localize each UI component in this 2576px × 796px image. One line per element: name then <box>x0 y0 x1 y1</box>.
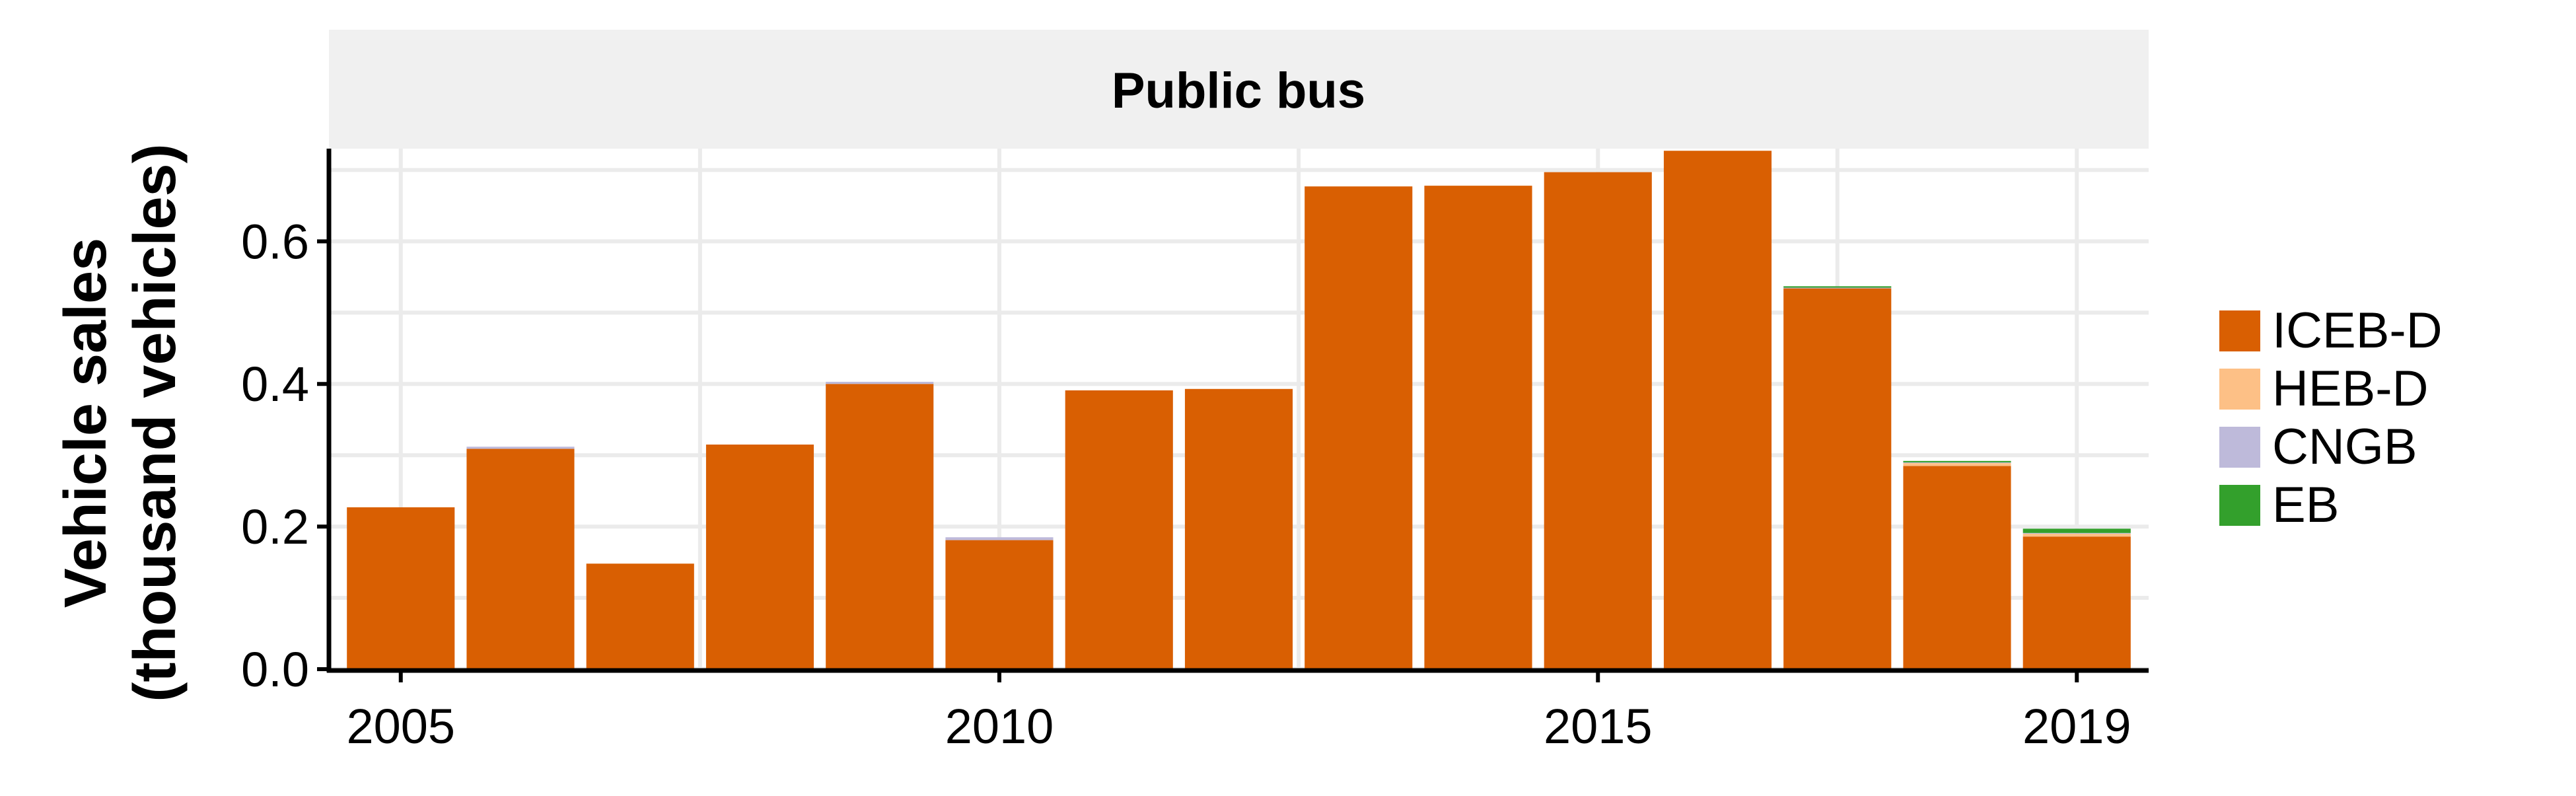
bar-iceb-d-2015 <box>1544 172 1652 669</box>
legend-key-eb <box>2219 485 2260 526</box>
bar-eb-2019 <box>2022 528 2131 533</box>
bar-iceb-d-2018 <box>1903 466 2011 669</box>
y-tick-label: 0.6 <box>241 214 309 269</box>
axes <box>317 149 2149 682</box>
y-axis-title-line2: (thousand vehicles) <box>122 143 188 702</box>
bar-cngb-2006 <box>466 447 575 449</box>
y-tick-label: 0.4 <box>241 357 309 412</box>
bar-iceb-d-2013 <box>1305 186 1413 670</box>
bar-eb-2018 <box>1903 460 2011 462</box>
bar-cngb-2018 <box>1903 462 2011 464</box>
bars <box>347 151 2131 670</box>
legend-key-iceb-d <box>2219 310 2260 351</box>
x-tick-label: 2010 <box>945 699 1054 754</box>
facet-strip <box>329 30 2149 149</box>
bar-iceb-d-2014 <box>1424 186 1532 670</box>
legend-label-heb-d: HEB-D <box>2272 361 2428 417</box>
bar-iceb-d-2011 <box>1065 390 1173 669</box>
bar-cngb-2019 <box>2022 532 2131 534</box>
bar-iceb-d-2007 <box>586 563 694 669</box>
x-tick-label: 2019 <box>2022 699 2131 754</box>
legend-label-cngb: CNGB <box>2272 419 2417 475</box>
bar-iceb-d-2009 <box>826 384 934 669</box>
legend-label-eb: EB <box>2272 477 2339 533</box>
bar-iceb-d-2019 <box>2022 536 2131 669</box>
bar-cngb-2017 <box>1783 287 1892 289</box>
tick-labels: 0.0 0.2 0.4 0.6 2005 2010 2015 2019 <box>241 214 2131 754</box>
bar-cngb-2010 <box>945 537 1054 540</box>
legend-key-heb-d <box>2219 369 2260 410</box>
x-tick-label: 2015 <box>1544 699 1653 754</box>
x-tick-label: 2005 <box>346 699 455 754</box>
bar-iceb-d-2006 <box>466 449 575 669</box>
bar-eb-2017 <box>1783 286 1892 288</box>
legend-key-cngb <box>2219 427 2260 468</box>
y-axis-title-line1: Vehicle sales <box>53 238 119 608</box>
y-tick-label: 0.2 <box>241 499 309 554</box>
bar-cngb-2009 <box>826 381 934 384</box>
bar-iceb-d-2005 <box>347 507 455 669</box>
bar-heb-d-2019 <box>2022 533 2131 537</box>
y-tick-label: 0.0 <box>241 642 309 697</box>
bar-iceb-d-2016 <box>1663 151 1772 670</box>
y-axis-title: Vehicle sales (thousand vehicles) <box>53 143 188 702</box>
bar-iceb-d-2010 <box>945 540 1054 669</box>
legend-label-iceb-d: ICEB-D <box>2272 303 2443 359</box>
bar-iceb-d-2008 <box>705 444 814 669</box>
facet-title: Public bus <box>1112 63 1365 119</box>
bar-iceb-d-2017 <box>1783 288 1892 669</box>
bar-heb-d-2018 <box>1903 463 2011 466</box>
bar-iceb-d-2012 <box>1184 388 1293 669</box>
